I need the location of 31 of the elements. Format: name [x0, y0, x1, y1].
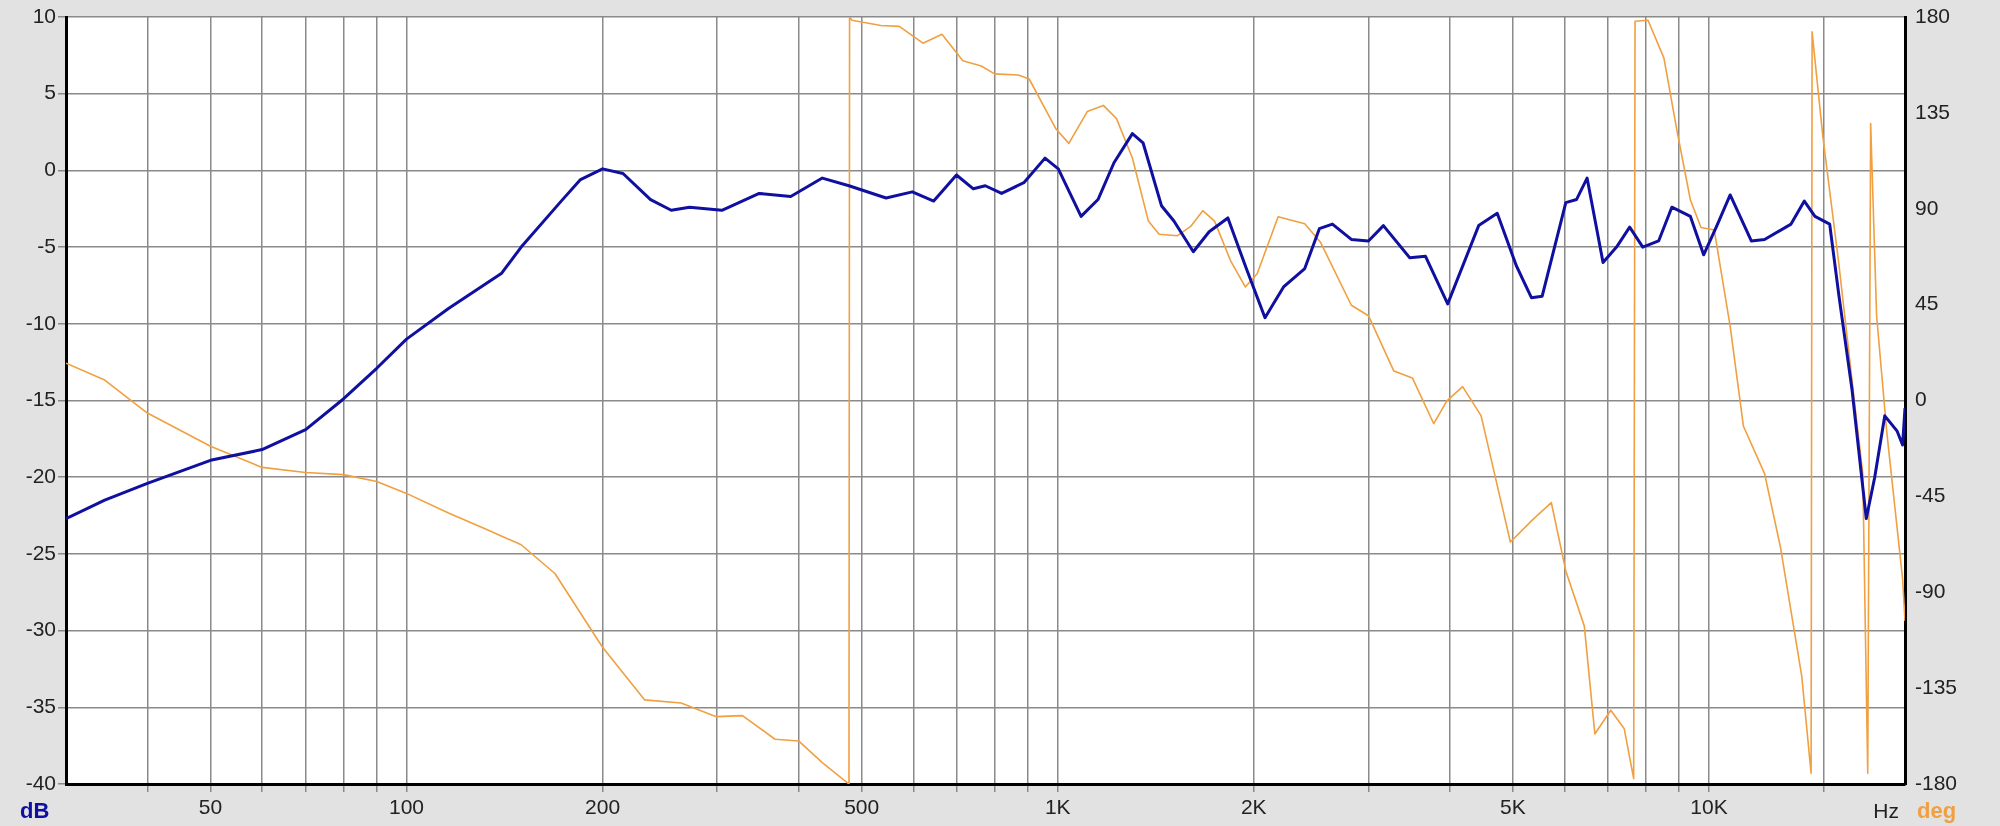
y-tick-label: 5 — [44, 80, 56, 104]
x-tick-label: 5K — [1500, 795, 1526, 819]
y-axis-title: dB — [20, 798, 50, 824]
y-tick-label: -15 — [25, 387, 56, 411]
y2-tick-label: -135 — [1915, 674, 1958, 698]
x-axis-title: Hz — [1873, 798, 1899, 822]
y-tick-label: -30 — [25, 617, 56, 641]
y-tick-label: -5 — [37, 233, 56, 257]
x-tick-label: 200 — [585, 795, 621, 819]
x-tick-label: 1K — [1044, 795, 1071, 819]
y2-tick-label: 90 — [1915, 195, 1939, 219]
x-tick-label: 10K — [1690, 795, 1728, 819]
y2-axis-title: deg — [1917, 798, 1957, 824]
y-tick-label: 10 — [32, 3, 56, 27]
y2-tick-label: 45 — [1915, 291, 1939, 315]
y-tick-label: -40 — [25, 770, 56, 794]
x-tick-label: 500 — [844, 795, 880, 819]
y2-tick-label: 0 — [1915, 387, 1927, 411]
y2-tick-label: 180 — [1915, 3, 1951, 27]
x-tick-label: 2K — [1240, 795, 1267, 819]
y2-tick-label: -45 — [1915, 483, 1946, 507]
x-tick-label: 50 — [198, 795, 223, 819]
y-tick-label: -35 — [25, 694, 56, 718]
y-tick-label: -10 — [25, 310, 56, 334]
y-tick-label: -25 — [25, 540, 56, 564]
y-tick-label: -20 — [25, 464, 56, 487]
x-tick-label: 100 — [388, 795, 425, 819]
y-tick-label: 0 — [44, 157, 56, 181]
y2-tick-label: -90 — [1915, 579, 1946, 603]
y2-tick-label: 135 — [1915, 99, 1951, 123]
y2-tick-label: -180 — [1915, 770, 1958, 794]
